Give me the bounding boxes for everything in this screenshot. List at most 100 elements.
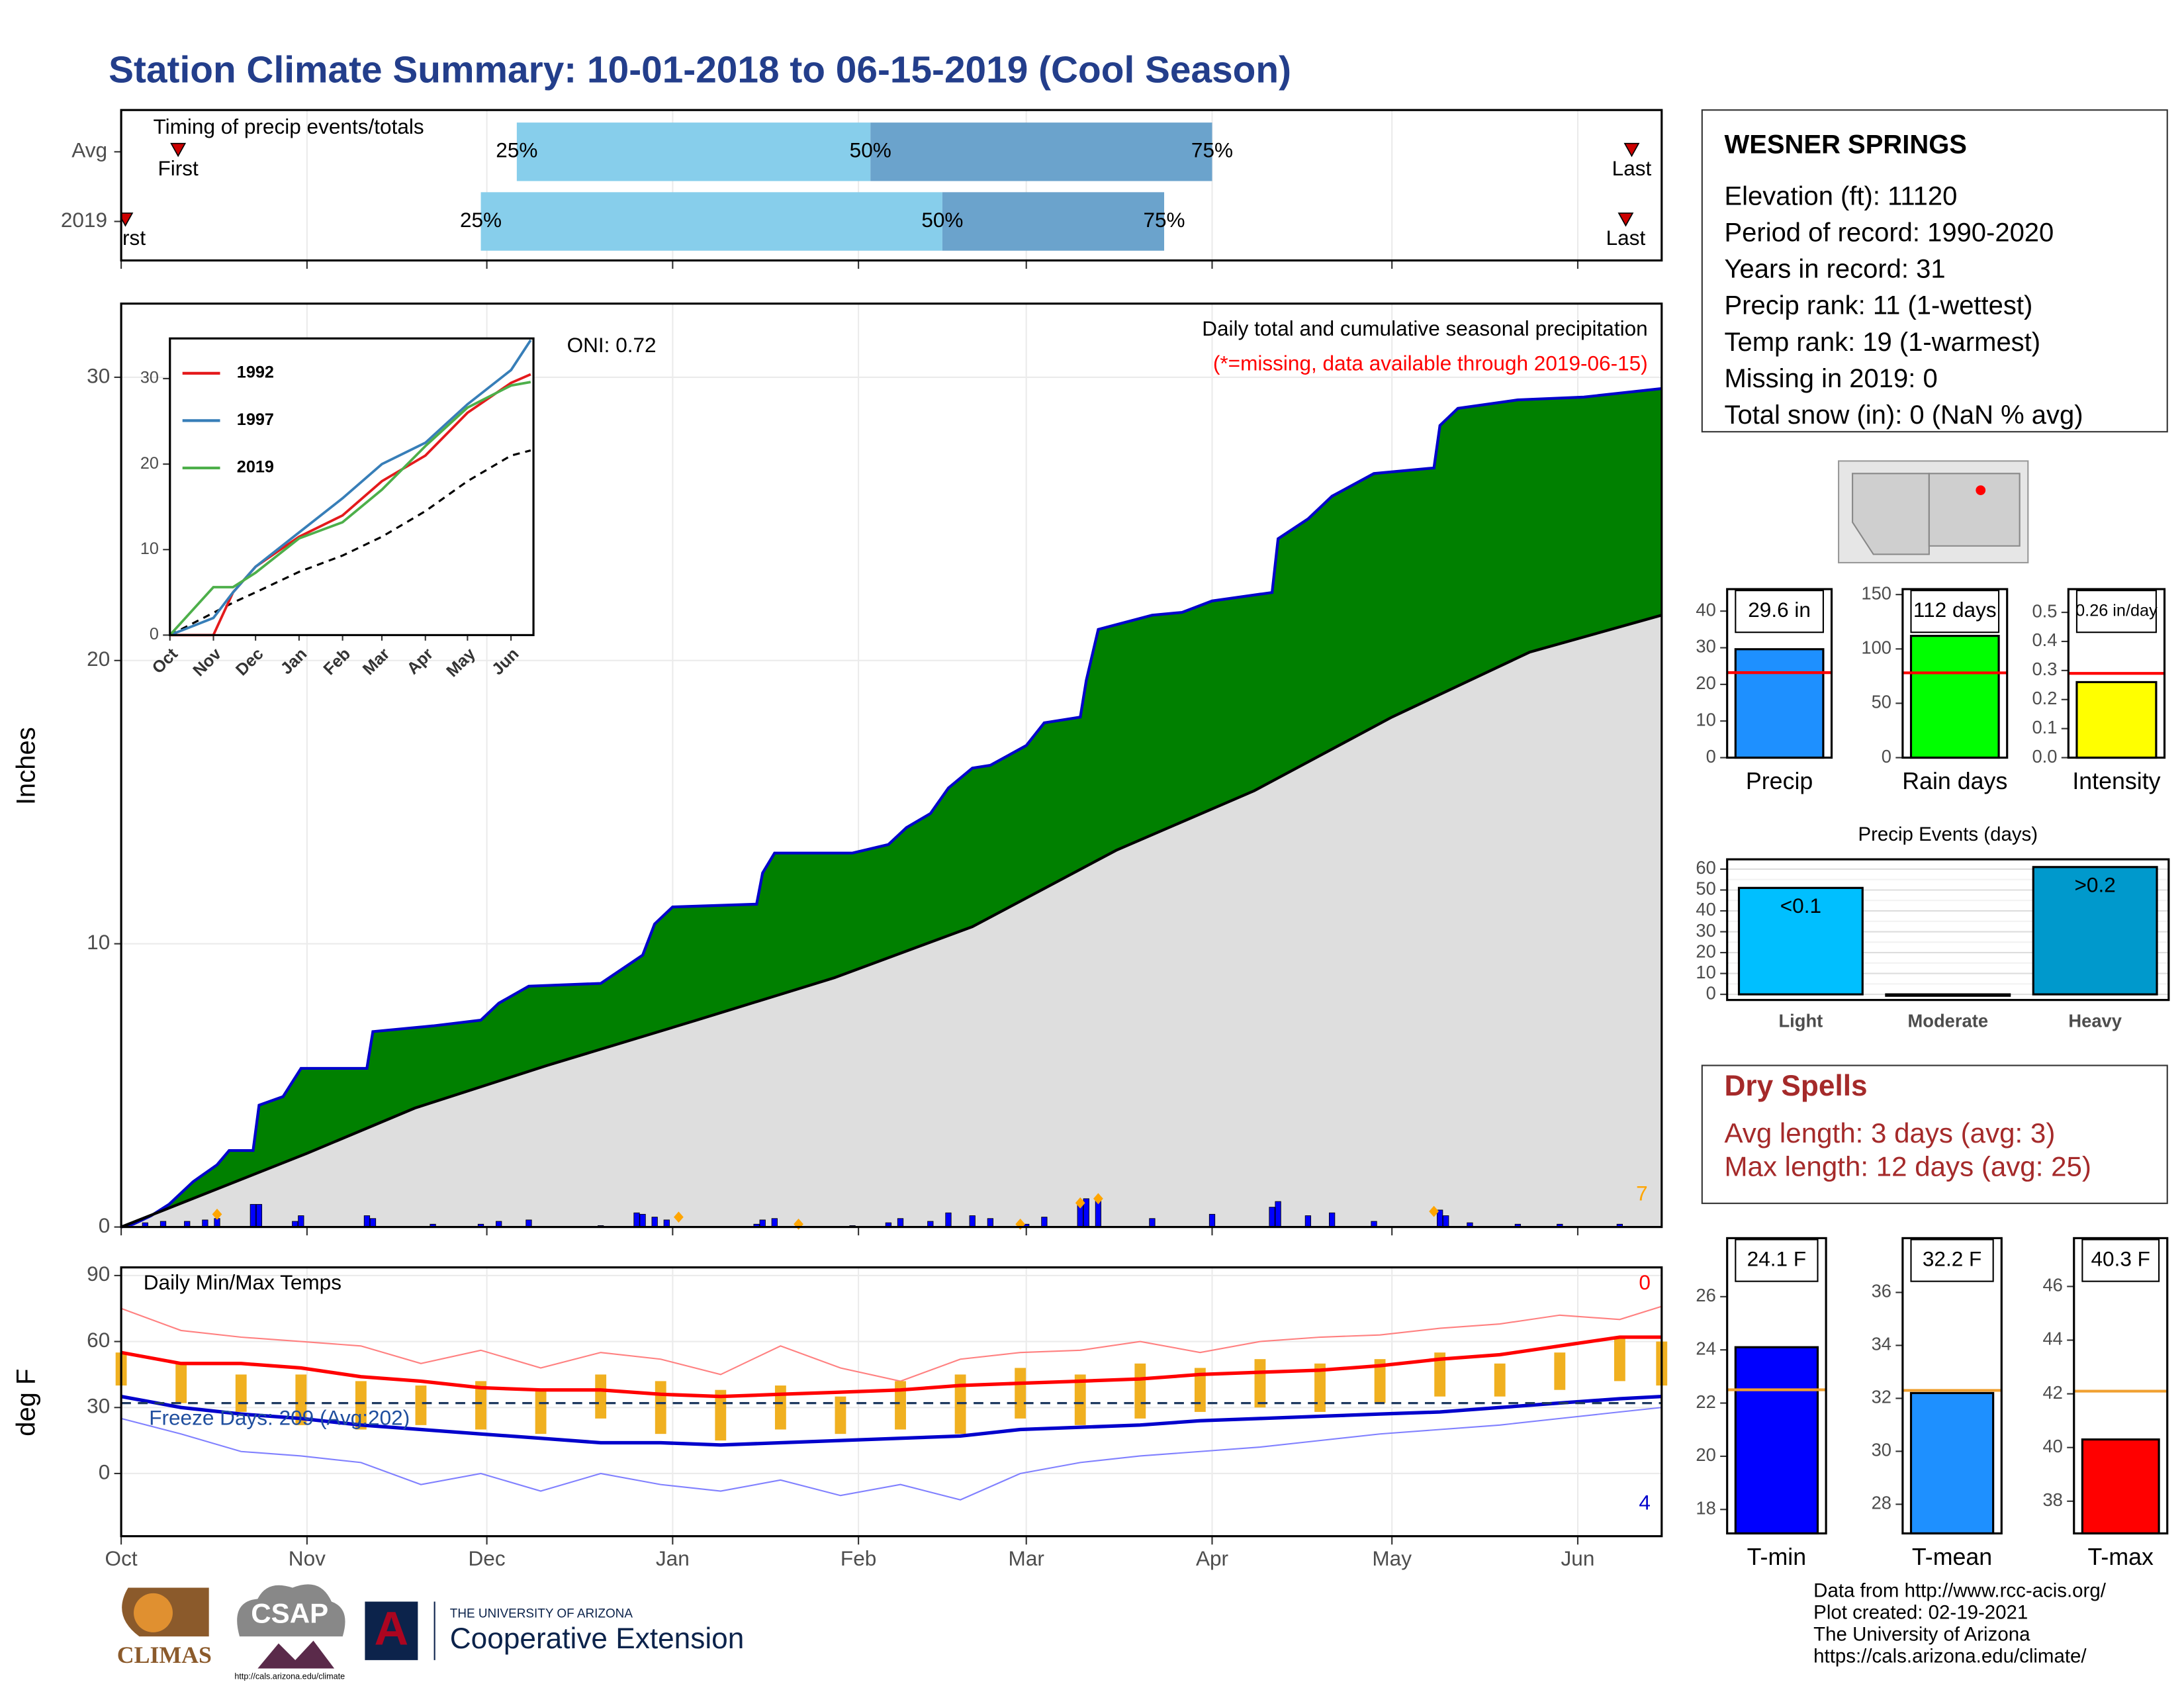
timing-marker [170,142,187,158]
y-tick-label: 0.1 [2032,717,2057,737]
temp-bar [1074,1374,1086,1425]
y-tick-label: 46 [2042,1275,2062,1295]
marker-label: First [158,156,199,180]
row-label: 2019 [61,208,107,232]
category-label: Rain days [1902,768,2007,794]
range-bar [480,192,942,251]
row-label: Avg [71,138,107,162]
page-title: Station Climate Summary: 10-01-2018 to 0… [109,49,1291,91]
min-count: 4 [1639,1491,1651,1515]
y-tick-label: 150 [1861,583,1891,603]
missing-marker [1429,1205,1439,1217]
station-panel [1701,109,2168,433]
temp-bar [415,1385,427,1425]
inset-background [169,338,534,635]
bar [1909,1391,1995,1535]
dry-spells-title: Dry Spells [1724,1070,1867,1102]
y-tick-label: 0 [99,1213,111,1237]
y-axis-label: deg F [12,1369,41,1436]
plot-frame [120,303,1663,1229]
footer-line: Plot created: 02-19-2021 [1813,1602,2028,1624]
inset-frame [169,337,535,636]
bar [2032,866,2158,996]
daily-bar [1149,1218,1156,1228]
daily-bar [1269,1207,1275,1228]
daily-bar [1329,1212,1336,1228]
temp-bar [295,1374,307,1425]
daily-bar [969,1215,976,1228]
timing-rows: 25% 50% 75% First Last 25% 50% 75% First Last [105,122,1652,251]
temp-bar [175,1363,187,1403]
station-detail: Period of record: 1990-2020 [1724,218,2054,247]
missing-marker [1075,1197,1085,1209]
category-label: T-mean [1912,1544,1992,1570]
temp-average-line [120,1395,1662,1447]
temp-bar [1494,1363,1506,1397]
station-detail: Precip rank: 11 (1-wettest) [1724,291,2032,320]
category-label: T-max [2088,1544,2154,1570]
station-location [1976,485,1986,495]
value-label-box [1735,590,1824,633]
y-tick-label: 18 [1696,1498,1715,1519]
x-tick-label: Mar [1009,1546,1044,1570]
annotation: ONI: 0.72 [567,333,657,357]
temp-bar [1434,1352,1446,1397]
daily-bar [363,1215,371,1228]
y-tick-label: 38 [2042,1489,2062,1510]
range-bar [516,122,871,181]
daily-bar [1208,1213,1216,1228]
y-tick-label: 0 [1706,982,1716,1003]
dry-spell-detail: Avg length: 3 days (avg: 3) [1724,1117,2055,1149]
station-name: WESNER SPRINGS [1724,130,1966,159]
y-tick-label: 28 [1872,1493,1891,1513]
climas-name: CLIMAS [117,1642,212,1668]
y-tick-label: 0.4 [2032,630,2057,650]
quantile-label: 75% [1143,208,1185,232]
climas-logo [134,1593,173,1632]
series-line [169,373,531,637]
ua-name: Cooperative Extension [450,1622,745,1655]
ua-small: THE UNIVERSITY OF ARIZONA [450,1607,633,1620]
daily-bar [525,1219,532,1228]
daily-bar [651,1217,658,1228]
logos: CLIMAS CSAP http://cals.arizona.edu/clim… [117,1584,745,1681]
map-state [1852,473,1930,555]
temp-bar [355,1381,367,1430]
y-tick-label: 30 [140,369,159,387]
value-label: 0.26 in/day [2075,601,2158,620]
temp-bar [535,1389,547,1434]
range-bar [942,192,1165,251]
x-tick-label: Heavy [2068,1011,2122,1031]
plot-frame [1901,588,2009,759]
csap-logo [257,1640,335,1669]
value-label-box [1910,590,2000,633]
quantile-label: 50% [921,208,963,232]
temp-bar [1614,1336,1625,1382]
x-tick-label: Moderate [1907,1011,1988,1031]
plot-frame [1901,1237,2003,1535]
marker-label: First [105,226,146,250]
chart-subtitle: Daily total and cumulative seasonal prec… [1202,316,1647,340]
temp-bar [1134,1363,1146,1419]
y-tick-label: 44 [2042,1329,2062,1349]
station-detail: Missing in 2019: 0 [1724,364,1937,393]
missing-marker [1093,1193,1103,1205]
value-label: 112 days [1913,598,1997,622]
y-tick-label: 30 [87,363,110,387]
y-tick-label: 30 [1696,636,1715,657]
x-tick-label: Oct [105,1546,138,1570]
marker-label: Last [1606,226,1646,250]
quantile-label: 75% [1191,138,1233,162]
bar [1734,1346,1819,1535]
y-tick-label: 0.3 [2032,659,2057,679]
value-label-box [1735,1239,1819,1282]
x-tick-label: Feb [841,1546,876,1570]
y-tick-label: 20 [140,454,159,473]
daily-bar [1443,1215,1449,1228]
station-detail: Temp rank: 19 (1-warmest) [1724,328,2040,357]
x-tick-label: Dec [469,1546,506,1570]
x-tick-label: Jan [656,1546,690,1570]
series-line [169,381,531,636]
y-tick-label: 0.5 [2032,600,2057,621]
